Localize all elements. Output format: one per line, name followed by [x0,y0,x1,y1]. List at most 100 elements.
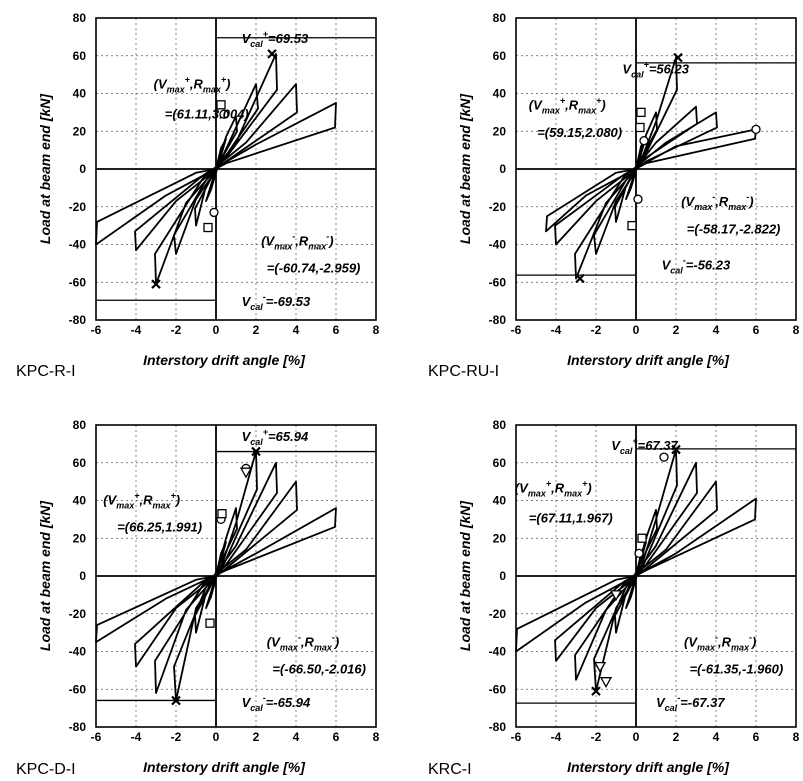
triangle-marker [609,590,623,602]
y-tick-label: 80 [493,11,507,25]
hysteresis-curve [515,448,757,692]
y-tick-label: 20 [73,124,87,138]
y-axis-label: Load at beam end [kN] [37,500,53,651]
vmax-positive-symbol: (Vmax+,Rmax+) [529,96,606,116]
cross-marker [251,446,261,457]
vmax-positive-symbol: (Vmax+,Rmax+) [154,74,231,94]
cross-marker [671,444,681,455]
x-tick-label: 6 [753,323,760,337]
y-tick-label: 20 [493,124,507,138]
x-tick-label: 4 [713,730,720,744]
vmax-positive-value: =(61.11,3.004) [165,107,249,122]
x-tick-label: -6 [91,323,102,337]
y-tick-label: 20 [73,531,87,545]
x-tick-label: -2 [591,730,602,744]
x-tick-label: -4 [131,730,142,744]
y-tick-label: -60 [69,275,87,289]
hysteresis-curve [545,56,757,280]
vcal-positive-label: Vcal+=56.23 [622,59,689,79]
x-tick-label: -2 [171,730,182,744]
x-tick-label: 0 [213,323,220,337]
y-axis-label: Load at beam end [kN] [457,500,473,651]
y-tick-label: -40 [69,238,87,252]
x-tick-label: -2 [171,323,182,337]
y-tick-label: 0 [79,162,86,176]
y-tick-label: -20 [489,607,507,621]
x-tick-label: 0 [633,323,640,337]
x-tick-label: 2 [673,730,680,744]
x-tick-label: -4 [131,323,142,337]
y-tick-label: 60 [493,49,507,63]
circle-marker [209,207,219,218]
square-marker [637,533,647,543]
x-tick-label: 0 [213,730,220,744]
y-tick-label: 60 [73,49,87,63]
hysteresis-curve [95,450,337,702]
y-tick-label: -40 [489,645,507,659]
vcal-negative-label: Vcal-=-65.94 [242,693,311,713]
specimen-name: KPC-D-I [16,761,76,778]
x-tick-label: 2 [253,323,260,337]
triangle-marker [593,661,607,673]
x-tick-label: 4 [293,323,300,337]
y-tick-label: 0 [79,569,86,583]
vmax-negative-value: =(-58.17,-2.822) [687,221,781,236]
square-marker [635,122,645,133]
triangle-marker [599,677,613,689]
y-tick-label: -80 [489,720,507,734]
y-tick-label: 40 [73,87,87,101]
cross-marker [591,686,601,696]
y-tick-label: 20 [493,531,507,545]
y-tick-label: 40 [493,494,507,508]
y-tick-label: -40 [489,238,507,252]
x-tick-label: 4 [293,730,300,744]
cross-marker [673,52,683,63]
cross-marker [151,279,161,289]
specimen-name: KRC-I [428,761,472,778]
y-tick-label: 60 [493,456,507,470]
vmax-positive-symbol: (Vmax+,Rmax+) [515,478,592,498]
y-tick-label: -20 [69,607,87,621]
y-axis-label: Load at beam end [kN] [37,93,53,244]
x-tick-label: 4 [713,323,720,337]
x-tick-label: 2 [673,323,680,337]
specimen-name: KPC-RU-I [428,363,499,380]
cross-marker [171,695,181,706]
x-axis-label: Interstory drift angle [%] [143,352,306,368]
x-tick-label: 8 [793,730,800,744]
circle-marker [639,136,649,146]
y-tick-label: 0 [499,162,506,176]
circle-marker [751,124,761,135]
y-tick-label: 60 [73,456,87,470]
y-tick-label: -60 [489,275,507,289]
vcal-negative-label: Vcal-=-69.53 [242,292,311,312]
x-tick-label: 8 [373,730,380,744]
y-tick-label: -80 [489,313,507,327]
circle-marker [219,109,229,119]
vmax-negative-symbol: (Vmax-,Rmax-) [261,231,333,251]
y-axis-label: Load at beam end [kN] [457,93,473,244]
specimen-name: KPC-R-I [16,363,76,380]
x-tick-label: 6 [753,730,760,744]
square-marker [217,509,227,519]
x-tick-label: -2 [591,323,602,337]
y-tick-label: 40 [493,87,507,101]
circle-marker [659,452,669,462]
vcal-positive-label: Vcal+=69.53 [242,29,309,49]
x-tick-label: -6 [91,730,102,744]
vmax-negative-symbol: (Vmax-,Rmax-) [681,192,753,212]
vmax-negative-value: =(-66.50,-2.016) [272,662,366,677]
y-tick-label: 40 [73,494,87,508]
vmax-negative-value: =(-60.74,-2.959) [267,261,361,276]
x-tick-label: -6 [511,323,522,337]
vmax-positive-value: =(67.11,1.967) [529,511,613,526]
vmax-positive-value: =(66.25,1.991) [117,520,202,535]
y-tick-label: 0 [499,569,506,583]
x-tick-label: 8 [373,323,380,337]
vmax-negative-symbol: (Vmax-,Rmax-) [267,632,339,652]
y-tick-label: -60 [489,682,507,696]
y-tick-label: 80 [73,11,87,25]
circle-marker [633,194,643,204]
circle-marker [634,548,644,558]
